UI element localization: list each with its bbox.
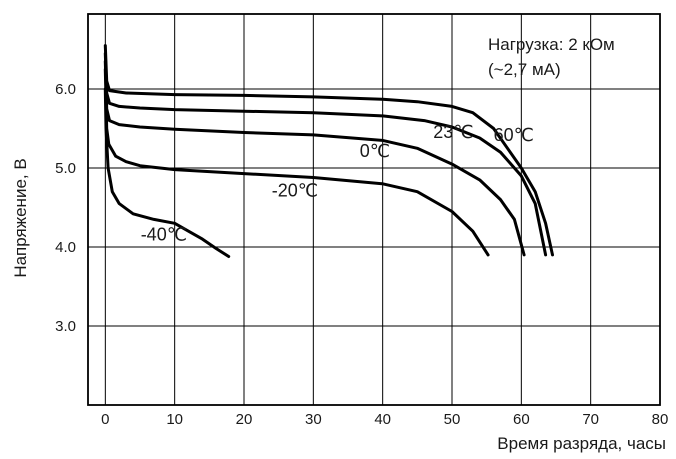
series-label: 60℃ [494,125,534,145]
series-line [103,44,554,257]
x-tick-label: 20 [236,411,253,428]
series-label: 23℃ [433,122,473,142]
y-axis-title: Напряжение, В [11,158,30,277]
series-line [103,59,526,257]
series-line [103,87,231,258]
series-label: -40℃ [141,225,187,245]
series-label: 0℃ [360,141,390,161]
x-tick-label: 40 [374,411,391,428]
x-tick-label: 60 [513,411,530,428]
series-group [103,44,554,258]
x-tick-label: 10 [166,411,183,428]
x-tick-label: 30 [305,411,322,428]
y-tick-label: 5.0 [55,160,76,177]
curve-labels: 60℃ 23℃ 0℃ -20℃ -40℃ [141,122,534,245]
y-tick-label: 6.0 [55,81,76,98]
plot-frame [87,13,661,406]
load-note-line1: Нагрузка: 2 кОм [488,35,615,54]
series-line [103,67,490,257]
grid [88,14,660,405]
x-tick-label: 50 [444,411,461,428]
series-label: -20℃ [272,180,318,200]
x-tick-label: 80 [652,411,669,428]
y-tick-label: 3.0 [55,318,76,335]
y-tick-labels: 3.0 4.0 5.0 6.0 [55,81,76,335]
x-axis-title: Время разряда, часы [497,434,666,453]
x-tick-labels: 0 10 20 30 40 50 60 70 80 [101,411,668,428]
y-tick-label: 4.0 [55,239,76,256]
x-tick-label: 0 [101,411,109,428]
x-tick-label: 70 [582,411,599,428]
load-note-line2: (~2,7 мА) [488,60,561,79]
series-line [103,52,548,257]
